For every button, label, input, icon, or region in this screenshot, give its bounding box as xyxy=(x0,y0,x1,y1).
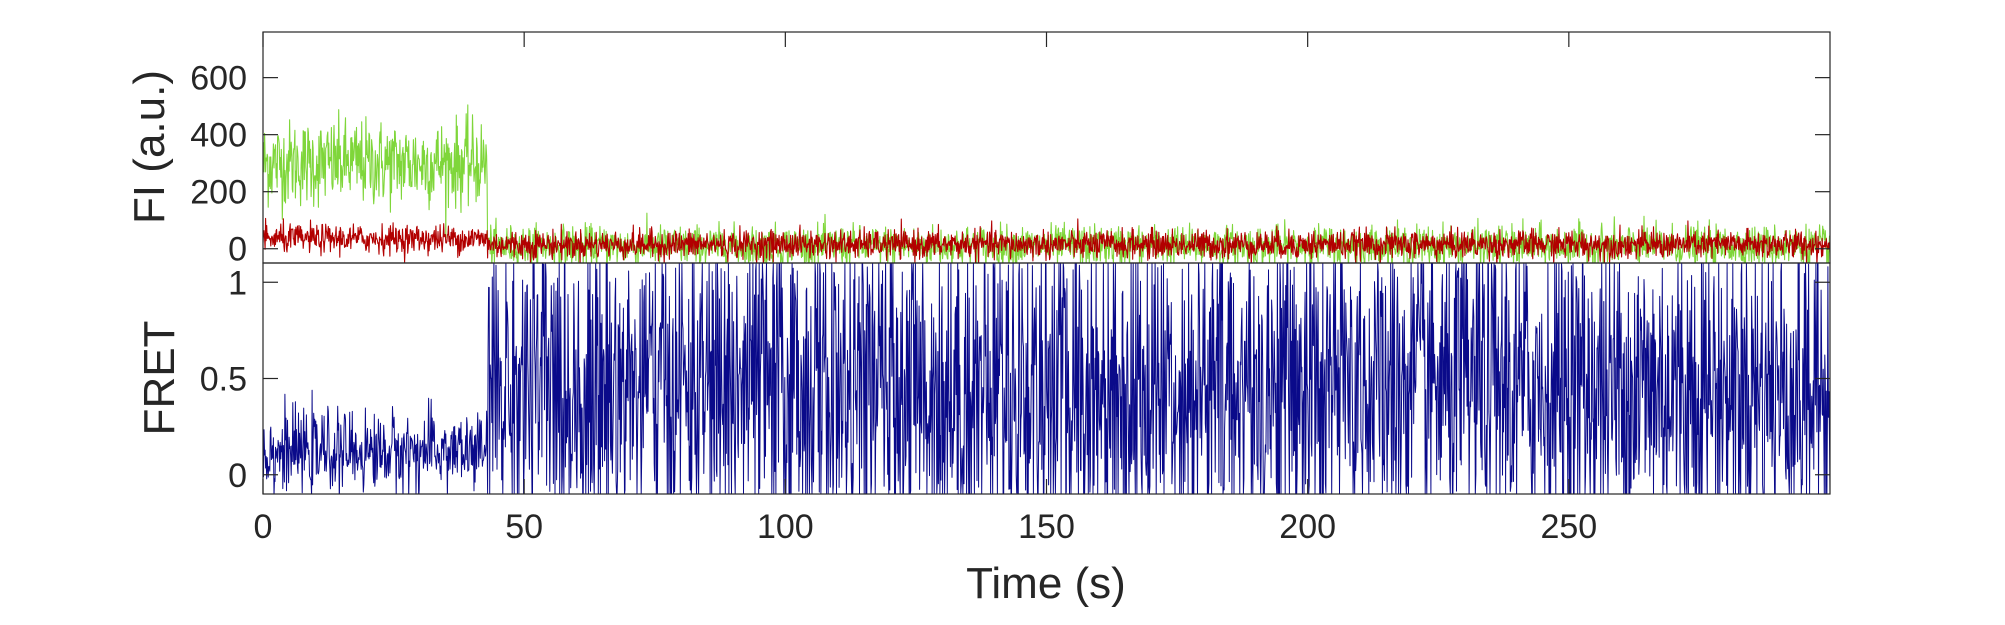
x-tick-label: 150 xyxy=(1018,508,1075,546)
intensity-y-axis: 0 200 400 600 xyxy=(190,32,1830,269)
y-tick-label: 600 xyxy=(190,60,247,98)
y-tick-label: 0.5 xyxy=(200,361,247,399)
fret-series-group xyxy=(263,263,1830,494)
fret-axes-frame xyxy=(262,262,1831,495)
y-tick-label: 0 xyxy=(228,457,247,495)
x-tick-label: 50 xyxy=(505,508,543,546)
fret-series-line-0 xyxy=(263,263,1830,494)
x-tick-label: 250 xyxy=(1540,508,1597,546)
y-tick-label: 400 xyxy=(190,117,247,155)
x-tick-label: 200 xyxy=(1279,508,1336,546)
fret-panel: 00.51 0 50 100 150 200 250 FRET Time (s) xyxy=(135,262,1831,608)
time-x-axis-label: Time (s) xyxy=(966,559,1126,608)
intensity-panel: 0 200 400 600 FI (a.u.) xyxy=(125,31,1831,269)
intensity-series-group xyxy=(263,104,1830,263)
intensity-series-line-1 xyxy=(263,217,1830,263)
y-tick-label: 200 xyxy=(190,174,247,212)
x-tick-label: 0 xyxy=(254,508,273,546)
intensity-y-axis-label: FI (a.u.) xyxy=(125,70,174,224)
x-tick-label: 100 xyxy=(757,508,814,546)
time-x-axis: 0 50 100 150 200 250 xyxy=(254,479,1597,546)
fret-y-axis-label: FRET xyxy=(135,321,184,436)
y-tick-label: 1 xyxy=(228,264,247,302)
y-tick-label: 0 xyxy=(228,231,247,269)
fret-y-axis: 00.51 xyxy=(200,264,1830,495)
